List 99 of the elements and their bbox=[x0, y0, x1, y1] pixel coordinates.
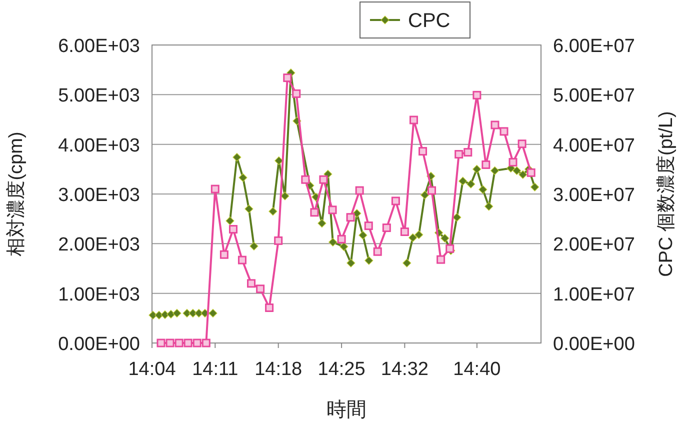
point bbox=[346, 213, 355, 222]
point bbox=[328, 238, 338, 246]
y2-tick-label: 0.00E+00 bbox=[553, 334, 635, 355]
point bbox=[490, 120, 500, 130]
point bbox=[472, 164, 482, 174]
point bbox=[292, 89, 301, 98]
x-tick-label: 14:40 bbox=[453, 359, 501, 380]
point bbox=[268, 207, 278, 216]
point bbox=[409, 116, 418, 124]
point bbox=[490, 166, 500, 175]
point bbox=[346, 258, 356, 268]
x-tick-label: 14:32 bbox=[380, 359, 428, 380]
point bbox=[232, 152, 242, 162]
point bbox=[472, 90, 482, 100]
point bbox=[210, 184, 220, 194]
point bbox=[256, 284, 265, 294]
point bbox=[154, 310, 164, 320]
y-tick-label: 2.00E+03 bbox=[58, 234, 140, 256]
point bbox=[318, 219, 326, 228]
point bbox=[283, 74, 292, 82]
point bbox=[373, 247, 382, 256]
point bbox=[355, 186, 364, 195]
y2-tick-label: 3.00E+07 bbox=[553, 185, 635, 206]
point bbox=[400, 227, 409, 236]
y2-tick-label: 6.00E+07 bbox=[553, 36, 635, 57]
y2-tick-label: 2.00E+07 bbox=[553, 234, 635, 256]
point bbox=[446, 244, 454, 253]
point bbox=[364, 256, 374, 265]
point bbox=[328, 206, 337, 214]
point bbox=[440, 234, 450, 243]
point bbox=[274, 236, 283, 245]
x-tick-label: 14:18 bbox=[254, 359, 302, 380]
y-tick-label: 5.00E+03 bbox=[58, 86, 140, 107]
y2-tick-label: 5.00E+07 bbox=[553, 86, 635, 107]
y2-tick-label: 4.00E+07 bbox=[553, 135, 635, 156]
point bbox=[512, 166, 522, 175]
point bbox=[340, 242, 348, 251]
point bbox=[428, 186, 436, 195]
x-tick-label: 14:11 bbox=[192, 359, 238, 380]
point bbox=[184, 338, 192, 348]
x-tick-label: 14:25 bbox=[318, 359, 366, 380]
point bbox=[202, 338, 210, 348]
point bbox=[192, 338, 202, 348]
point bbox=[244, 204, 254, 214]
point bbox=[226, 216, 234, 226]
point bbox=[418, 147, 428, 156]
point bbox=[458, 176, 468, 186]
point bbox=[530, 182, 540, 192]
point bbox=[208, 308, 218, 318]
point bbox=[464, 148, 472, 157]
y-axis-title: 相対濃度(cpm) bbox=[5, 132, 27, 256]
point bbox=[160, 310, 170, 319]
y2-tick-label: 1.00E+07 bbox=[553, 284, 635, 306]
point bbox=[518, 170, 528, 179]
point bbox=[220, 250, 228, 259]
y-tick-label: 3.00E+03 bbox=[58, 185, 140, 206]
point bbox=[466, 180, 476, 188]
point bbox=[484, 202, 494, 211]
point bbox=[247, 279, 256, 288]
point bbox=[526, 168, 536, 177]
x-tick-label: 14:04 bbox=[128, 359, 176, 380]
y2-axis-title: CPC 個数濃度(pt/L) bbox=[655, 111, 677, 277]
point bbox=[482, 160, 490, 169]
point bbox=[166, 338, 174, 348]
point bbox=[420, 190, 430, 200]
point bbox=[238, 173, 248, 182]
point bbox=[414, 230, 424, 240]
point bbox=[280, 192, 290, 200]
y-tick-label: 1.00E+03 bbox=[58, 284, 140, 306]
point bbox=[166, 310, 176, 318]
point bbox=[301, 175, 310, 184]
point bbox=[228, 225, 238, 234]
point bbox=[452, 213, 462, 222]
y-tick-label: 6.00E+03 bbox=[58, 36, 140, 57]
point bbox=[402, 258, 412, 268]
point bbox=[238, 256, 246, 264]
point bbox=[518, 140, 526, 148]
point bbox=[364, 222, 373, 230]
point bbox=[391, 196, 400, 206]
point bbox=[319, 175, 328, 184]
point bbox=[265, 303, 274, 312]
point bbox=[436, 255, 446, 264]
x-axis-title: 時間 bbox=[326, 399, 366, 421]
point bbox=[156, 338, 166, 348]
point bbox=[408, 233, 418, 242]
legend-label: CPC bbox=[408, 10, 450, 32]
point bbox=[454, 150, 464, 159]
point bbox=[358, 230, 368, 240]
point bbox=[250, 242, 258, 250]
point bbox=[337, 234, 346, 244]
point bbox=[508, 158, 518, 166]
y-tick-label: 4.00E+03 bbox=[58, 135, 140, 156]
point bbox=[310, 208, 319, 217]
point bbox=[172, 308, 182, 318]
y-tick-label: 0.00E+00 bbox=[58, 334, 140, 355]
point bbox=[174, 338, 184, 348]
point bbox=[382, 224, 391, 232]
point bbox=[500, 127, 508, 136]
point bbox=[478, 185, 488, 194]
